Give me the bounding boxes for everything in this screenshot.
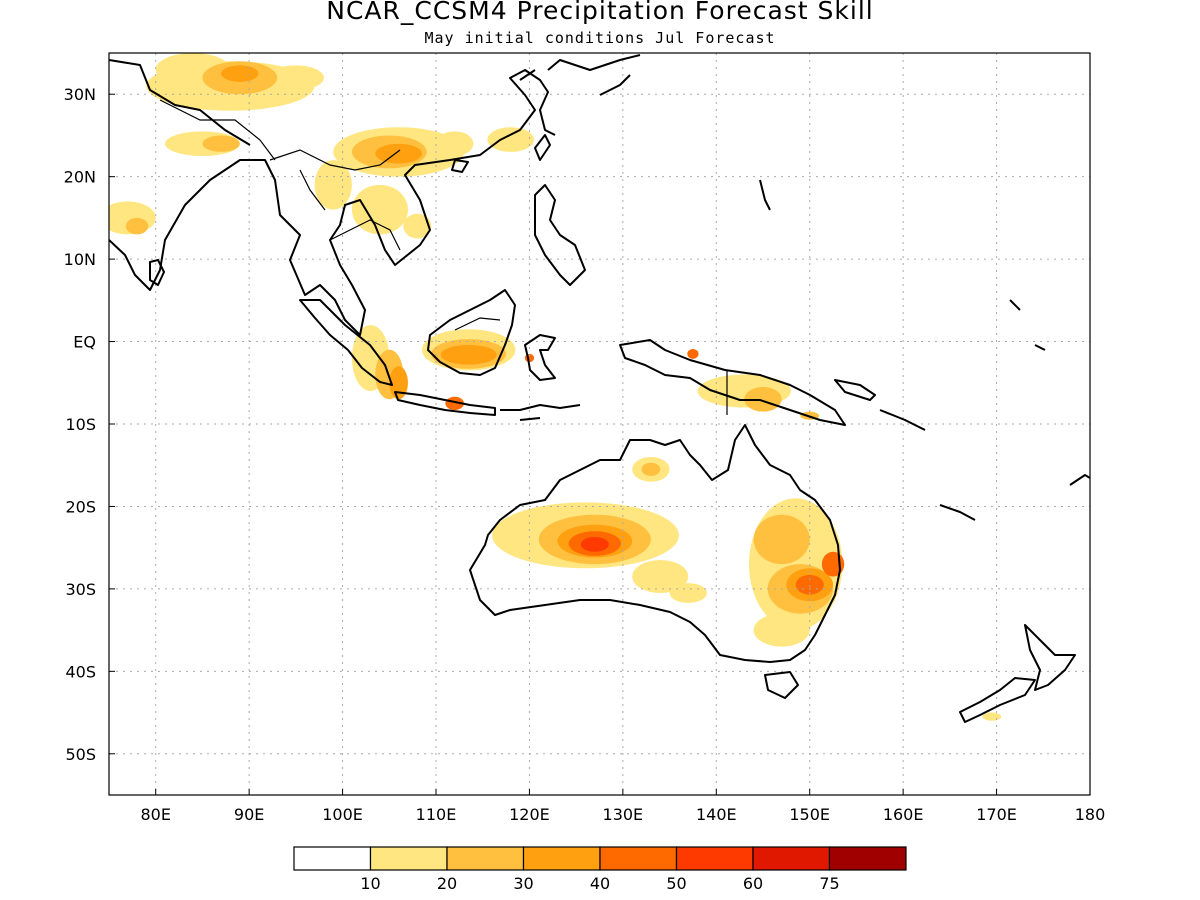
- lon-tick-label: 180: [1075, 805, 1106, 824]
- skill-contour: [375, 143, 422, 164]
- colorbar-swatch: [599, 846, 678, 871]
- colorbar-label: 20: [437, 874, 457, 893]
- skill-contour: [669, 583, 707, 603]
- skill-contour: [580, 536, 609, 552]
- longitude-axis: 80E 90E 100E 110E 120E 130E 140E 150E 160E 170E 18…: [140, 789, 1105, 824]
- coast-nz-south: [959, 677, 1036, 723]
- colorbar-swatch: [446, 846, 525, 871]
- coast-taiwan: [534, 134, 551, 161]
- skill-contour: [436, 131, 474, 157]
- skill-contour: [202, 135, 240, 152]
- coast-australia: [469, 424, 841, 663]
- colorbar-label: 75: [819, 874, 839, 893]
- colorbar-label: 30: [513, 874, 533, 893]
- lat-tick-label: 30S: [65, 580, 96, 599]
- coast-borneo: [427, 289, 516, 376]
- skill-contour: [487, 127, 535, 152]
- coast-java: [394, 391, 496, 416]
- colorbar-swatch: [522, 846, 601, 871]
- borders: [159, 99, 728, 415]
- coast-new-britain: [834, 379, 926, 431]
- colorbar: 10 20 30 40 50 60 75: [293, 846, 907, 893]
- lat-tick-label: 20N: [64, 168, 96, 187]
- skill-contour: [440, 344, 497, 365]
- coast-hainan: [451, 159, 469, 173]
- colorbar-label: 50: [666, 874, 686, 893]
- skill-contour: [267, 65, 324, 91]
- lat-tick-label: 50S: [65, 745, 96, 764]
- coast-sulawesi: [524, 334, 556, 381]
- coast-philippines: [534, 184, 586, 286]
- colorbar-swatch: [675, 846, 754, 871]
- lat-tick-label: 40S: [65, 662, 96, 681]
- skill-contour: [314, 160, 352, 210]
- coast-new-guinea: [619, 339, 846, 426]
- skill-contour: [687, 348, 699, 359]
- colorbar-swatch: [293, 846, 372, 871]
- lat-tick-label: 30N: [64, 85, 96, 104]
- lon-tick-label: 80E: [140, 805, 170, 824]
- colorbar-swatch: [752, 846, 831, 871]
- coast-asia-north: [109, 59, 251, 146]
- colorbar-swatch: [369, 846, 448, 871]
- coast-sumatra: [299, 299, 393, 386]
- lon-tick-label: 130E: [603, 805, 644, 824]
- skill-contour: [821, 551, 845, 577]
- lon-tick-label: 110E: [416, 805, 457, 824]
- skill-contour: [641, 462, 661, 476]
- coast-pacific-islands: [759, 179, 1090, 521]
- coastlines: [109, 54, 1090, 723]
- lon-tick-label: 160E: [883, 805, 924, 824]
- lon-tick-label: 140E: [696, 805, 737, 824]
- lat-tick-label: EQ: [73, 333, 96, 352]
- coast-lesser-sunda: [500, 404, 581, 421]
- colorbar-label: 60: [743, 874, 763, 893]
- skill-contour: [351, 184, 408, 235]
- colorbar-label: 40: [590, 874, 610, 893]
- chart-title: NCAR_CCSM4 Precipitation Forecast Skill: [326, 0, 874, 25]
- coast-korea-japan: [519, 54, 641, 96]
- lon-tick-label: 90E: [234, 805, 264, 824]
- lon-tick-label: 170E: [976, 805, 1017, 824]
- chart-subtitle: May initial conditions Jul Forecast: [424, 29, 776, 47]
- coast-nz-north: [1024, 624, 1076, 691]
- skill-contour: [221, 65, 259, 82]
- coast-tasmania: [764, 671, 799, 699]
- coast-sri-lanka: [149, 259, 165, 286]
- coast-asia-mainland: [109, 69, 556, 336]
- lon-tick-label: 100E: [322, 805, 363, 824]
- lat-tick-label: 10S: [65, 415, 96, 434]
- lat-tick-label: 20S: [65, 497, 96, 516]
- colorbar-label: 10: [360, 874, 380, 893]
- skill-contour: [795, 574, 824, 595]
- skill-contour: [389, 366, 408, 400]
- latitude-axis: 30N 20N 10N EQ 10S 20S 30S 40S 50S: [64, 85, 115, 764]
- skill-shading: [109, 53, 1002, 721]
- colorbar-swatch: [828, 846, 907, 871]
- skill-contour: [982, 712, 1002, 721]
- lat-tick-label: 10N: [64, 250, 96, 269]
- skill-contour: [753, 613, 810, 647]
- lon-tick-label: 150E: [789, 805, 830, 824]
- gridlines: [109, 53, 1090, 795]
- skill-contour: [753, 514, 810, 565]
- skill-contour: [403, 213, 432, 239]
- skill-contour: [632, 560, 689, 594]
- lon-tick-label: 120E: [509, 805, 550, 824]
- skill-contour: [125, 217, 149, 235]
- skill-contour: [744, 386, 782, 412]
